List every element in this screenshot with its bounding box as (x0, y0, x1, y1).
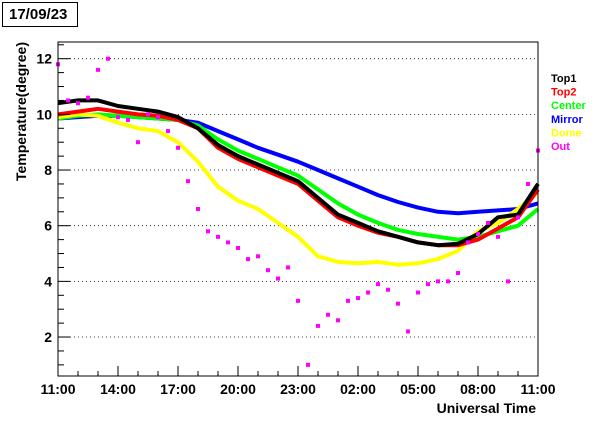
x-tick-label: 05:00 (400, 381, 436, 397)
y-tick-label: 12 (36, 51, 52, 67)
data-point (86, 95, 90, 100)
y-tick-label: 8 (44, 162, 52, 178)
data-point (156, 115, 160, 120)
data-point (376, 282, 380, 287)
data-point (66, 98, 70, 103)
data-point (336, 318, 340, 323)
grid-lines (58, 58, 538, 338)
data-point (386, 287, 390, 292)
legend-entry-mirror: Mirror (551, 114, 584, 126)
x-tick-label: 17:00 (160, 381, 196, 397)
data-point (496, 234, 500, 239)
data-point (236, 245, 240, 250)
series-center-line (57, 112, 540, 242)
x-tick-label: 14:00 (100, 381, 136, 397)
data-point (446, 279, 450, 284)
data-point (316, 323, 320, 328)
data-point (436, 279, 440, 284)
legend-entry-top1: Top1 (551, 73, 576, 85)
data-point (476, 232, 480, 237)
x-axis-title: Universal Time (437, 400, 537, 416)
data-point (116, 115, 120, 120)
data-point (456, 271, 460, 276)
data-point (306, 362, 310, 367)
axis-ticks: 2 4 6 8 10 12 11:00 14:00 17:00 20:00 23:00 02:00 05… (36, 44, 556, 397)
legend-entry-top2: Top2 (551, 87, 576, 99)
data-point (216, 234, 220, 239)
data-point (196, 207, 200, 211)
y-tick-label: 4 (44, 273, 52, 289)
data-point (146, 112, 150, 117)
data-point (166, 129, 170, 134)
y-tick-label: 10 (36, 106, 52, 122)
data-point (356, 296, 360, 301)
data-point (526, 181, 530, 186)
data-point (296, 298, 300, 303)
series-mirror-line (57, 113, 539, 216)
x-tick-label: 11:00 (520, 381, 555, 397)
data-point (346, 298, 350, 303)
data-point (506, 279, 510, 284)
y-tick-label: 6 (44, 218, 52, 234)
data-point (286, 265, 290, 270)
data-point (416, 290, 420, 295)
data-point (106, 56, 110, 61)
x-tick-label: 20:00 (220, 381, 256, 397)
data-point (266, 268, 270, 273)
data-point (276, 276, 280, 281)
data-point (126, 117, 130, 122)
x-tick-label: 02:00 (340, 381, 376, 397)
data-point (136, 140, 140, 145)
data-point (326, 312, 330, 317)
data-point (256, 254, 260, 259)
y-axis-title: Temperature(degree) (13, 42, 29, 181)
data-point (186, 179, 190, 184)
data-point (406, 329, 410, 334)
y-tick-label: 2 (44, 329, 52, 345)
data-point (246, 257, 250, 262)
data-point (76, 101, 80, 106)
data-point (206, 229, 210, 234)
legend-entry-center: Center (551, 100, 587, 112)
date-label: 17/09/23 (2, 2, 78, 27)
data-point (486, 220, 490, 225)
x-tick-label: 23:00 (280, 381, 316, 397)
data-point (176, 145, 180, 150)
data-point (426, 282, 430, 287)
x-tick-label: 11:00 (40, 381, 75, 397)
legend-entry-out: Out (551, 141, 570, 153)
data-point (366, 290, 370, 295)
data-point (226, 240, 230, 245)
data-point (396, 301, 400, 306)
x-tick-label: 08:00 (460, 381, 496, 397)
data-point (516, 215, 520, 220)
data-point (466, 240, 470, 245)
series-top1-line (57, 98, 540, 248)
data-point (96, 67, 100, 72)
series-lines (56, 56, 540, 367)
series-dome-line (57, 112, 540, 267)
plot-frame (57, 41, 539, 377)
legend-entry-dome: Dome (551, 127, 582, 139)
